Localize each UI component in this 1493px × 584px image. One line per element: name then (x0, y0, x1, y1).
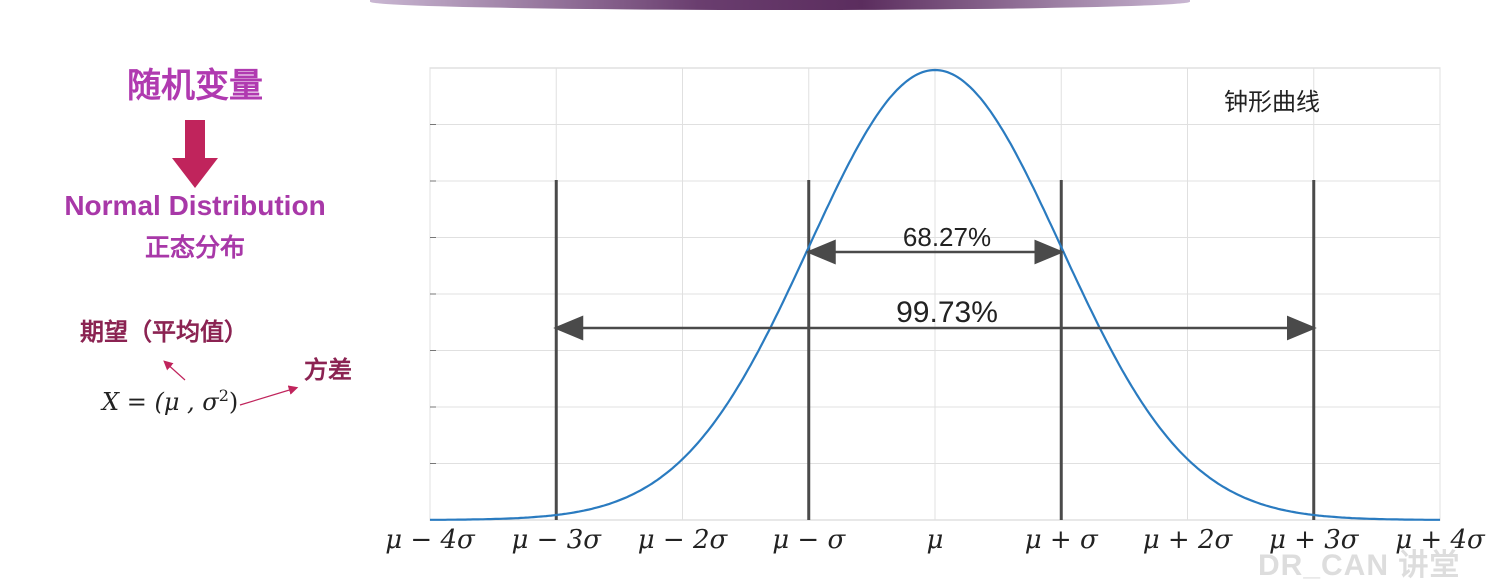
label-expectation: 期望（平均值） (80, 318, 248, 346)
x-tick-label: μ − 2σ (638, 525, 729, 555)
x-tick-label: μ + 2σ (1143, 525, 1234, 555)
title-random-variable: 随机变量 (127, 66, 263, 106)
normal-curve (430, 68, 1440, 521)
x-tick-label: μ − 3σ (511, 525, 602, 555)
arrow-to-variance (239, 385, 299, 406)
formula-close: ) (228, 388, 239, 416)
formula-main: X = (μ , σ (102, 388, 219, 416)
range-label: 68.27% (903, 222, 991, 252)
x-tick-label: μ + σ (1025, 525, 1099, 555)
range-annotations: 68.27% 99.73% (553, 222, 1317, 341)
formula-exponent: 2 (218, 386, 229, 405)
arrow-to-mean (163, 360, 186, 381)
down-arrow-icon (172, 120, 218, 188)
x-tick-label: μ + 3σ (1269, 525, 1360, 555)
sigma-markers (554, 180, 1316, 520)
chart-title: 钟形曲线 (1224, 88, 1320, 116)
x-tick-label: μ − σ (772, 525, 846, 555)
x-tick-label: μ (927, 525, 944, 555)
formula: X = (μ , σ2) (102, 386, 238, 416)
range-label: 99.73% (896, 296, 998, 329)
x-tick-label: μ − 4σ (385, 525, 476, 555)
subtitle-normal-distribution: Normal Distribution (64, 190, 326, 221)
watermark: DR_CAN 讲堂 (1258, 549, 1461, 582)
top-decoration-bar (370, 0, 1190, 10)
x-tick-label: μ + 4σ (1395, 525, 1486, 555)
x-tick-labels: μ − 4σ μ − 3σ μ − 2σ μ − σ μ μ + σ μ + 2σ μ + 3… (385, 525, 1486, 555)
grid (429, 67, 1441, 521)
label-variance: 方差 (304, 356, 352, 384)
subtitle-normal-distribution-cn: 正态分布 (144, 233, 245, 262)
